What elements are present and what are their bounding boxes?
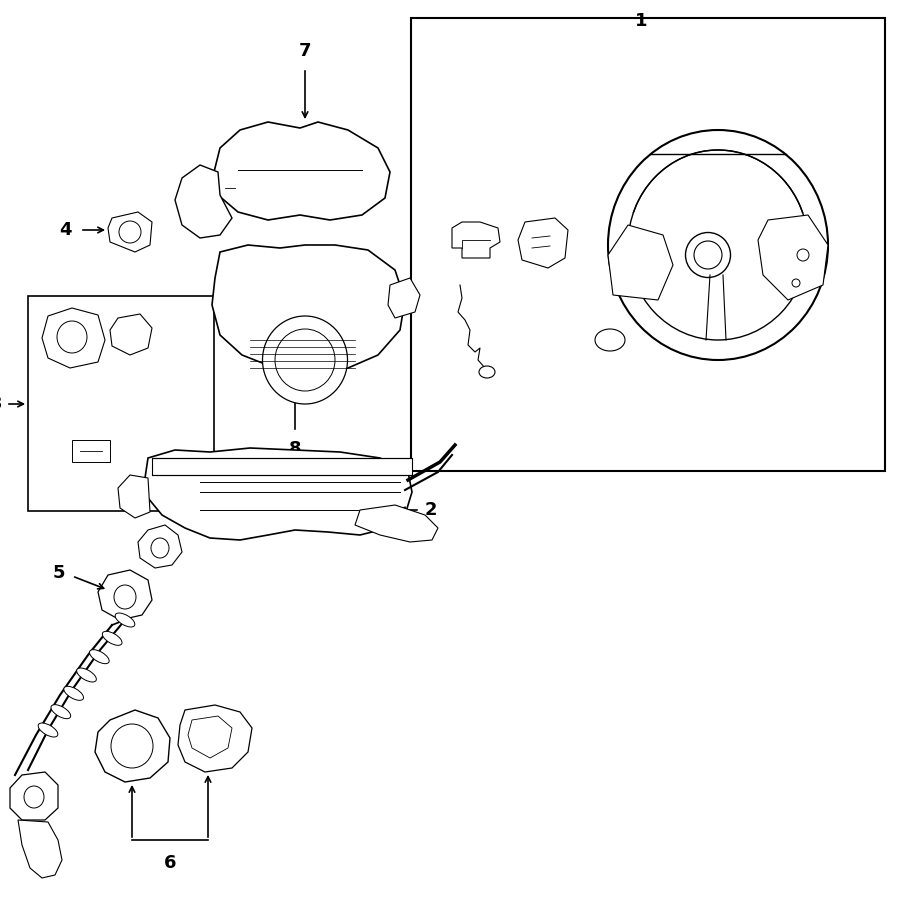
Polygon shape <box>145 448 412 540</box>
Text: 2: 2 <box>425 501 438 519</box>
Ellipse shape <box>479 366 495 378</box>
Ellipse shape <box>628 150 808 340</box>
Ellipse shape <box>119 221 141 243</box>
Polygon shape <box>608 225 673 300</box>
Ellipse shape <box>57 321 87 353</box>
Text: 3: 3 <box>0 395 2 413</box>
Bar <box>28 296 214 511</box>
Text: 5: 5 <box>53 564 65 582</box>
Polygon shape <box>175 165 232 238</box>
Ellipse shape <box>595 329 625 351</box>
Ellipse shape <box>792 279 800 287</box>
Ellipse shape <box>102 631 122 645</box>
Text: 8: 8 <box>289 440 301 458</box>
Ellipse shape <box>114 585 136 609</box>
Polygon shape <box>214 122 390 220</box>
Ellipse shape <box>685 232 730 277</box>
Polygon shape <box>98 570 152 620</box>
Polygon shape <box>10 772 58 820</box>
Polygon shape <box>95 710 170 782</box>
Polygon shape <box>355 505 438 542</box>
Polygon shape <box>388 278 420 318</box>
Polygon shape <box>212 245 405 372</box>
Ellipse shape <box>263 316 347 404</box>
Polygon shape <box>518 218 568 268</box>
Polygon shape <box>118 475 150 518</box>
Ellipse shape <box>39 723 57 737</box>
Polygon shape <box>138 525 182 568</box>
Polygon shape <box>152 458 412 475</box>
Polygon shape <box>758 215 828 300</box>
Ellipse shape <box>111 724 153 768</box>
Ellipse shape <box>51 705 71 719</box>
Ellipse shape <box>24 786 44 808</box>
Ellipse shape <box>151 538 169 558</box>
Bar <box>411 18 885 471</box>
Ellipse shape <box>115 613 135 627</box>
Polygon shape <box>110 314 152 355</box>
Text: 6: 6 <box>164 854 176 872</box>
Ellipse shape <box>797 249 809 261</box>
Text: 1: 1 <box>635 12 648 30</box>
Text: 4: 4 <box>59 221 72 239</box>
Polygon shape <box>18 820 62 878</box>
Polygon shape <box>108 212 152 252</box>
Ellipse shape <box>608 130 828 360</box>
Ellipse shape <box>275 329 335 391</box>
Polygon shape <box>452 222 500 258</box>
Ellipse shape <box>64 687 83 700</box>
Ellipse shape <box>90 650 109 663</box>
Polygon shape <box>178 705 252 772</box>
Bar <box>72 440 110 462</box>
Text: 7: 7 <box>299 42 311 60</box>
Ellipse shape <box>76 668 96 682</box>
Ellipse shape <box>694 241 722 269</box>
Polygon shape <box>188 716 232 758</box>
Polygon shape <box>42 308 105 368</box>
